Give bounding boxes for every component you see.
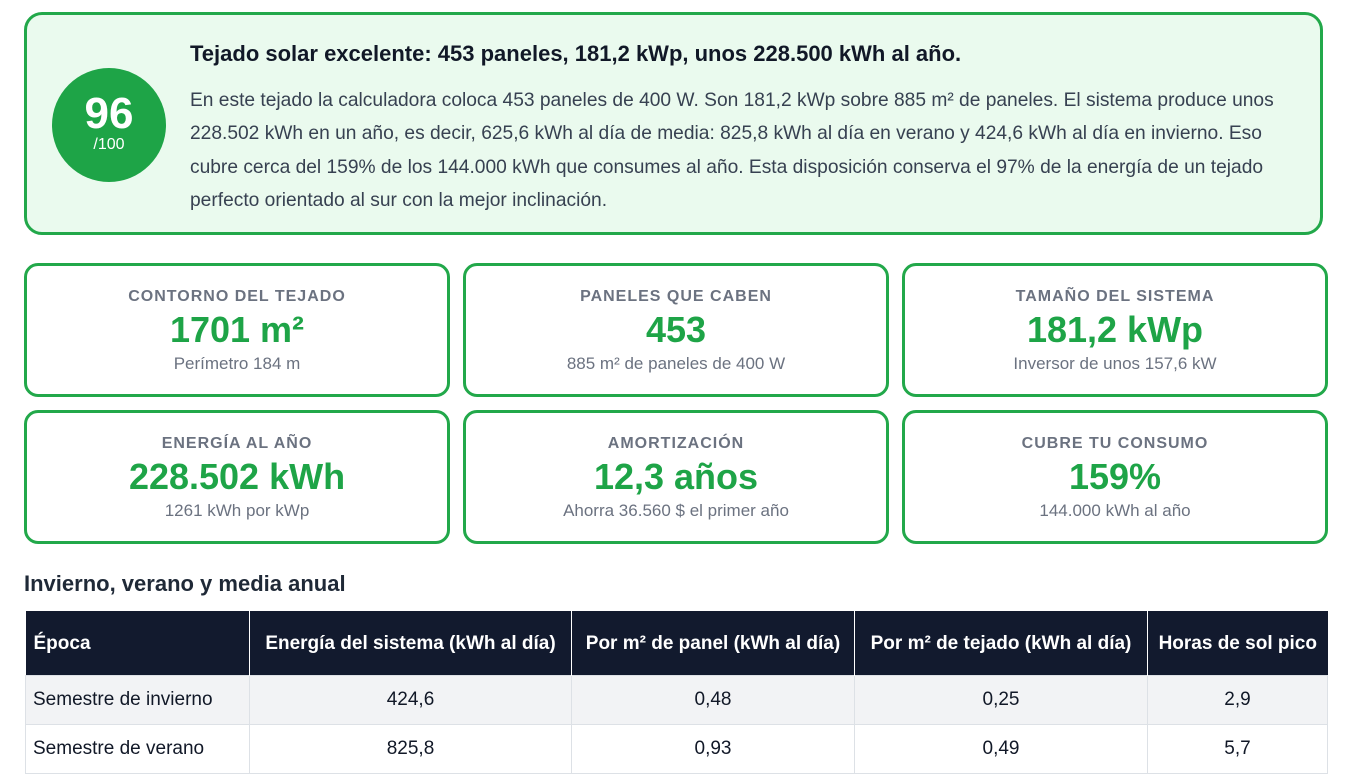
table-row: Semestre de verano 825,8 0,93 0,49 5,7 <box>25 724 1328 774</box>
table-cell: 0,48 <box>571 675 855 725</box>
card-value: 12,3 años <box>593 456 759 497</box>
score-value: 96 <box>84 89 134 138</box>
card-subtext: Ahorra 36.560 $ el primer año <box>563 501 789 520</box>
card-annual-energy: ENERGÍA AL AÑO 228.502 kWh 1261 kWh por … <box>24 410 450 544</box>
card-consumption-coverage: CUBRE TU CONSUMO 159% 144.000 kWh al año <box>902 410 1328 544</box>
section-title: Invierno, verano y media anual <box>24 571 346 596</box>
card-value: 159% <box>1068 456 1162 497</box>
column-header: Energía del sistema (kWh al día) <box>249 611 572 676</box>
card-value: 181,2 kWp <box>1026 309 1204 350</box>
table-cell: 2,9 <box>1147 675 1328 725</box>
card-subtext: Inversor de unos 157,6 kW <box>1013 354 1217 373</box>
seasonal-table: Época Energía del sistema (kWh al día) P… <box>25 611 1328 774</box>
column-header: Por m² de tejado (kWh al día) <box>854 611 1148 676</box>
column-header: Por m² de panel (kWh al día) <box>571 611 855 676</box>
card-roof-outline: CONTORNO DEL TEJADO 1701 m² Perímetro 18… <box>24 263 450 397</box>
table-row: Semestre de invierno 424,6 0,48 0,25 2,9 <box>25 675 1328 725</box>
card-value: 228.502 kWh <box>128 456 346 497</box>
card-value: 453 <box>645 309 707 350</box>
table-cell: Semestre de verano <box>25 724 250 774</box>
card-panels-fit: PANELES QUE CABEN 453 885 m² de paneles … <box>463 263 889 397</box>
card-label: CUBRE TU CONSUMO <box>1021 435 1209 452</box>
card-label: ENERGÍA AL AÑO <box>161 435 313 452</box>
table-cell: 0,49 <box>854 724 1148 774</box>
table-header-row: Época Energía del sistema (kWh al día) P… <box>25 611 1328 676</box>
summary-text: En este tejado la calculadora coloca 453… <box>190 90 1274 211</box>
table-cell: 0,93 <box>571 724 855 774</box>
table-cell: 0,25 <box>854 675 1148 725</box>
score-max: /100 <box>93 136 125 153</box>
summary-title: Tejado solar excelente: 453 paneles, 181… <box>190 41 962 66</box>
summary-panel: 96 /100 Tejado solar excelente: 453 pane… <box>24 12 1323 235</box>
card-label: AMORTIZACIÓN <box>607 435 745 452</box>
score-badge: 96 /100 <box>52 68 166 182</box>
card-label: PANELES QUE CABEN <box>580 288 772 305</box>
table-cell: Semestre de invierno <box>25 675 250 725</box>
card-system-size: TAMAÑO DEL SISTEMA 181,2 kWp Inversor de… <box>902 263 1328 397</box>
column-header: Época <box>25 611 250 676</box>
card-subtext: 885 m² de paneles de 400 W <box>566 354 786 373</box>
card-value: 1701 m² <box>169 309 305 350</box>
card-label: CONTORNO DEL TEJADO <box>128 288 346 305</box>
table-cell: 825,8 <box>249 724 572 774</box>
card-payback: AMORTIZACIÓN 12,3 años Ahorra 36.560 $ e… <box>463 410 889 544</box>
card-subtext: Perímetro 184 m <box>173 354 301 373</box>
table-cell: 424,6 <box>249 675 572 725</box>
card-label: TAMAÑO DEL SISTEMA <box>1015 288 1215 305</box>
card-subtext: 1261 kWh por kWp <box>164 501 310 520</box>
table-cell: 5,7 <box>1147 724 1328 774</box>
card-subtext: 144.000 kWh al año <box>1039 501 1191 520</box>
column-header: Horas de sol pico <box>1147 611 1328 676</box>
